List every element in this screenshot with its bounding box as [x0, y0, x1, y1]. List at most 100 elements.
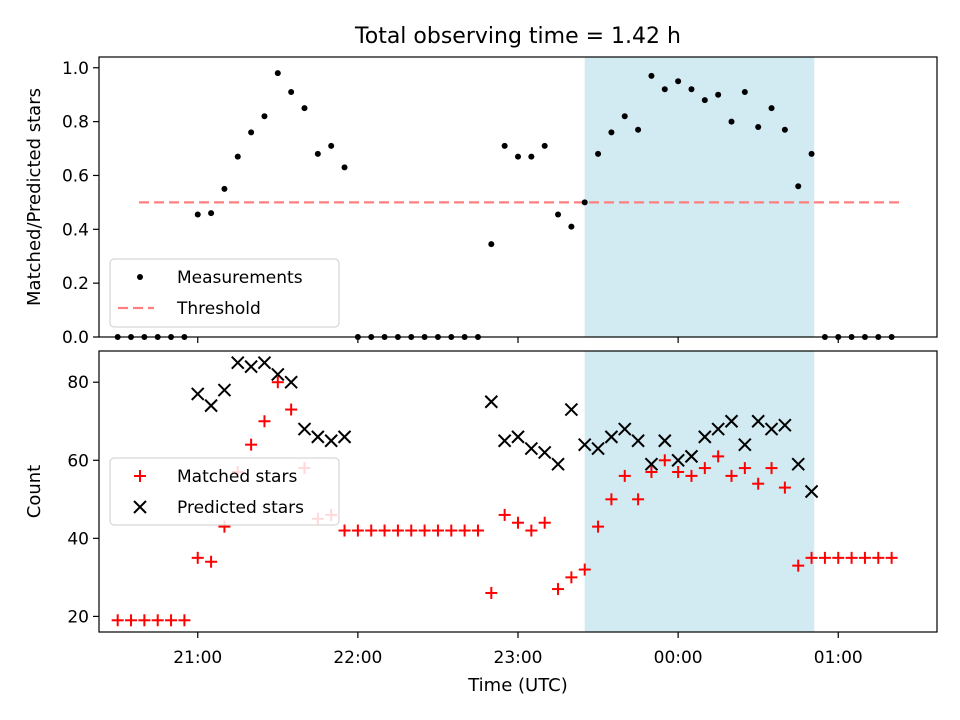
data-point — [621, 113, 628, 120]
data-point-b — [671, 453, 685, 467]
data-point-b — [564, 402, 579, 417]
data-point — [778, 481, 791, 494]
data-point — [165, 614, 178, 627]
data-point-b — [244, 359, 258, 374]
series-predicted-stars — [191, 356, 819, 499]
data-point — [288, 89, 295, 95]
data-point — [338, 524, 351, 537]
data-point-b — [324, 434, 338, 448]
data-point — [684, 449, 699, 464]
data-point — [458, 524, 471, 537]
data-point — [658, 434, 672, 448]
data-point — [781, 126, 788, 133]
data-point — [858, 551, 871, 564]
data-point — [285, 403, 298, 416]
data-point-b — [497, 434, 512, 448]
data-point — [804, 484, 819, 499]
data-point-b — [311, 430, 325, 444]
y-tick-label: 40 — [67, 529, 89, 549]
x-tick-label: 23:00 — [494, 648, 543, 668]
data-point — [671, 453, 685, 467]
data-point — [208, 210, 215, 217]
data-point — [701, 97, 708, 104]
x-tick-label: 21:00 — [173, 648, 222, 668]
data-point-b — [658, 434, 672, 448]
y-axis-label: Count — [24, 465, 45, 518]
data-point — [525, 524, 538, 537]
legend-label: Predicted stars — [177, 498, 304, 518]
data-point — [217, 383, 232, 397]
data-point — [337, 430, 352, 444]
data-point — [498, 508, 511, 521]
data-point — [485, 586, 498, 599]
x-tick-label: 01:00 — [814, 648, 863, 668]
legend-swatch — [137, 274, 143, 280]
legend-label: Threshold — [176, 299, 261, 319]
data-point — [151, 614, 164, 627]
data-point-b — [217, 383, 232, 397]
data-point — [795, 183, 802, 190]
legend-box — [109, 258, 340, 328]
data-point — [555, 211, 562, 218]
data-point — [728, 118, 735, 125]
data-point-b — [644, 457, 659, 471]
data-point-b — [551, 457, 565, 471]
y-tick-label: 0.6 — [62, 166, 89, 186]
legend: Matched stars Predicted stars — [109, 457, 340, 526]
data-point — [808, 150, 815, 157]
data-point — [715, 91, 722, 98]
data-point — [738, 437, 752, 452]
data-point — [725, 469, 738, 482]
data-point — [405, 524, 418, 537]
data-point — [661, 86, 668, 93]
highlight-span — [584, 57, 815, 337]
y-tick-label: 1.0 — [62, 59, 89, 79]
data-point — [301, 105, 308, 112]
data-point — [244, 359, 258, 374]
data-point — [314, 150, 321, 157]
data-point — [501, 142, 508, 149]
data-point — [138, 614, 151, 627]
data-point — [568, 223, 575, 230]
data-point — [604, 430, 619, 444]
data-point — [311, 430, 325, 444]
data-point — [418, 524, 431, 537]
legend: Measurements Threshold — [109, 258, 340, 328]
data-point — [632, 493, 645, 506]
data-point-b — [284, 375, 298, 389]
top-panel: 0.0 0.2 0.4 0.6 0.8 1.0 Matched/Predicted star… — [24, 56, 938, 348]
data-point-b — [791, 457, 805, 471]
data-point — [324, 434, 338, 448]
data-point — [792, 559, 805, 572]
data-point — [512, 516, 524, 529]
data-point — [257, 356, 272, 370]
data-point-b — [698, 430, 712, 444]
y-tick-label: 60 — [67, 451, 89, 471]
data-point — [261, 113, 268, 120]
data-point — [872, 551, 885, 564]
data-point — [378, 524, 391, 537]
data-point — [791, 457, 805, 471]
data-point — [618, 422, 632, 436]
data-point — [528, 153, 535, 160]
data-point — [712, 450, 725, 463]
y-tick-label: 0.8 — [62, 113, 89, 133]
data-point — [751, 414, 765, 428]
data-point — [581, 199, 588, 206]
y-tick-label: 0.0 — [62, 328, 89, 348]
data-point — [271, 367, 285, 382]
data-point — [191, 551, 204, 564]
data-point-b — [804, 484, 819, 499]
data-point — [645, 465, 658, 478]
data-point — [752, 477, 765, 490]
legend-swatch-b — [133, 500, 147, 514]
data-point — [644, 457, 659, 471]
data-point — [538, 516, 551, 529]
data-point — [608, 129, 615, 136]
data-point — [741, 89, 748, 95]
data-point — [698, 462, 711, 475]
data-point — [672, 465, 685, 478]
y-tick-label: 0.4 — [62, 220, 89, 240]
